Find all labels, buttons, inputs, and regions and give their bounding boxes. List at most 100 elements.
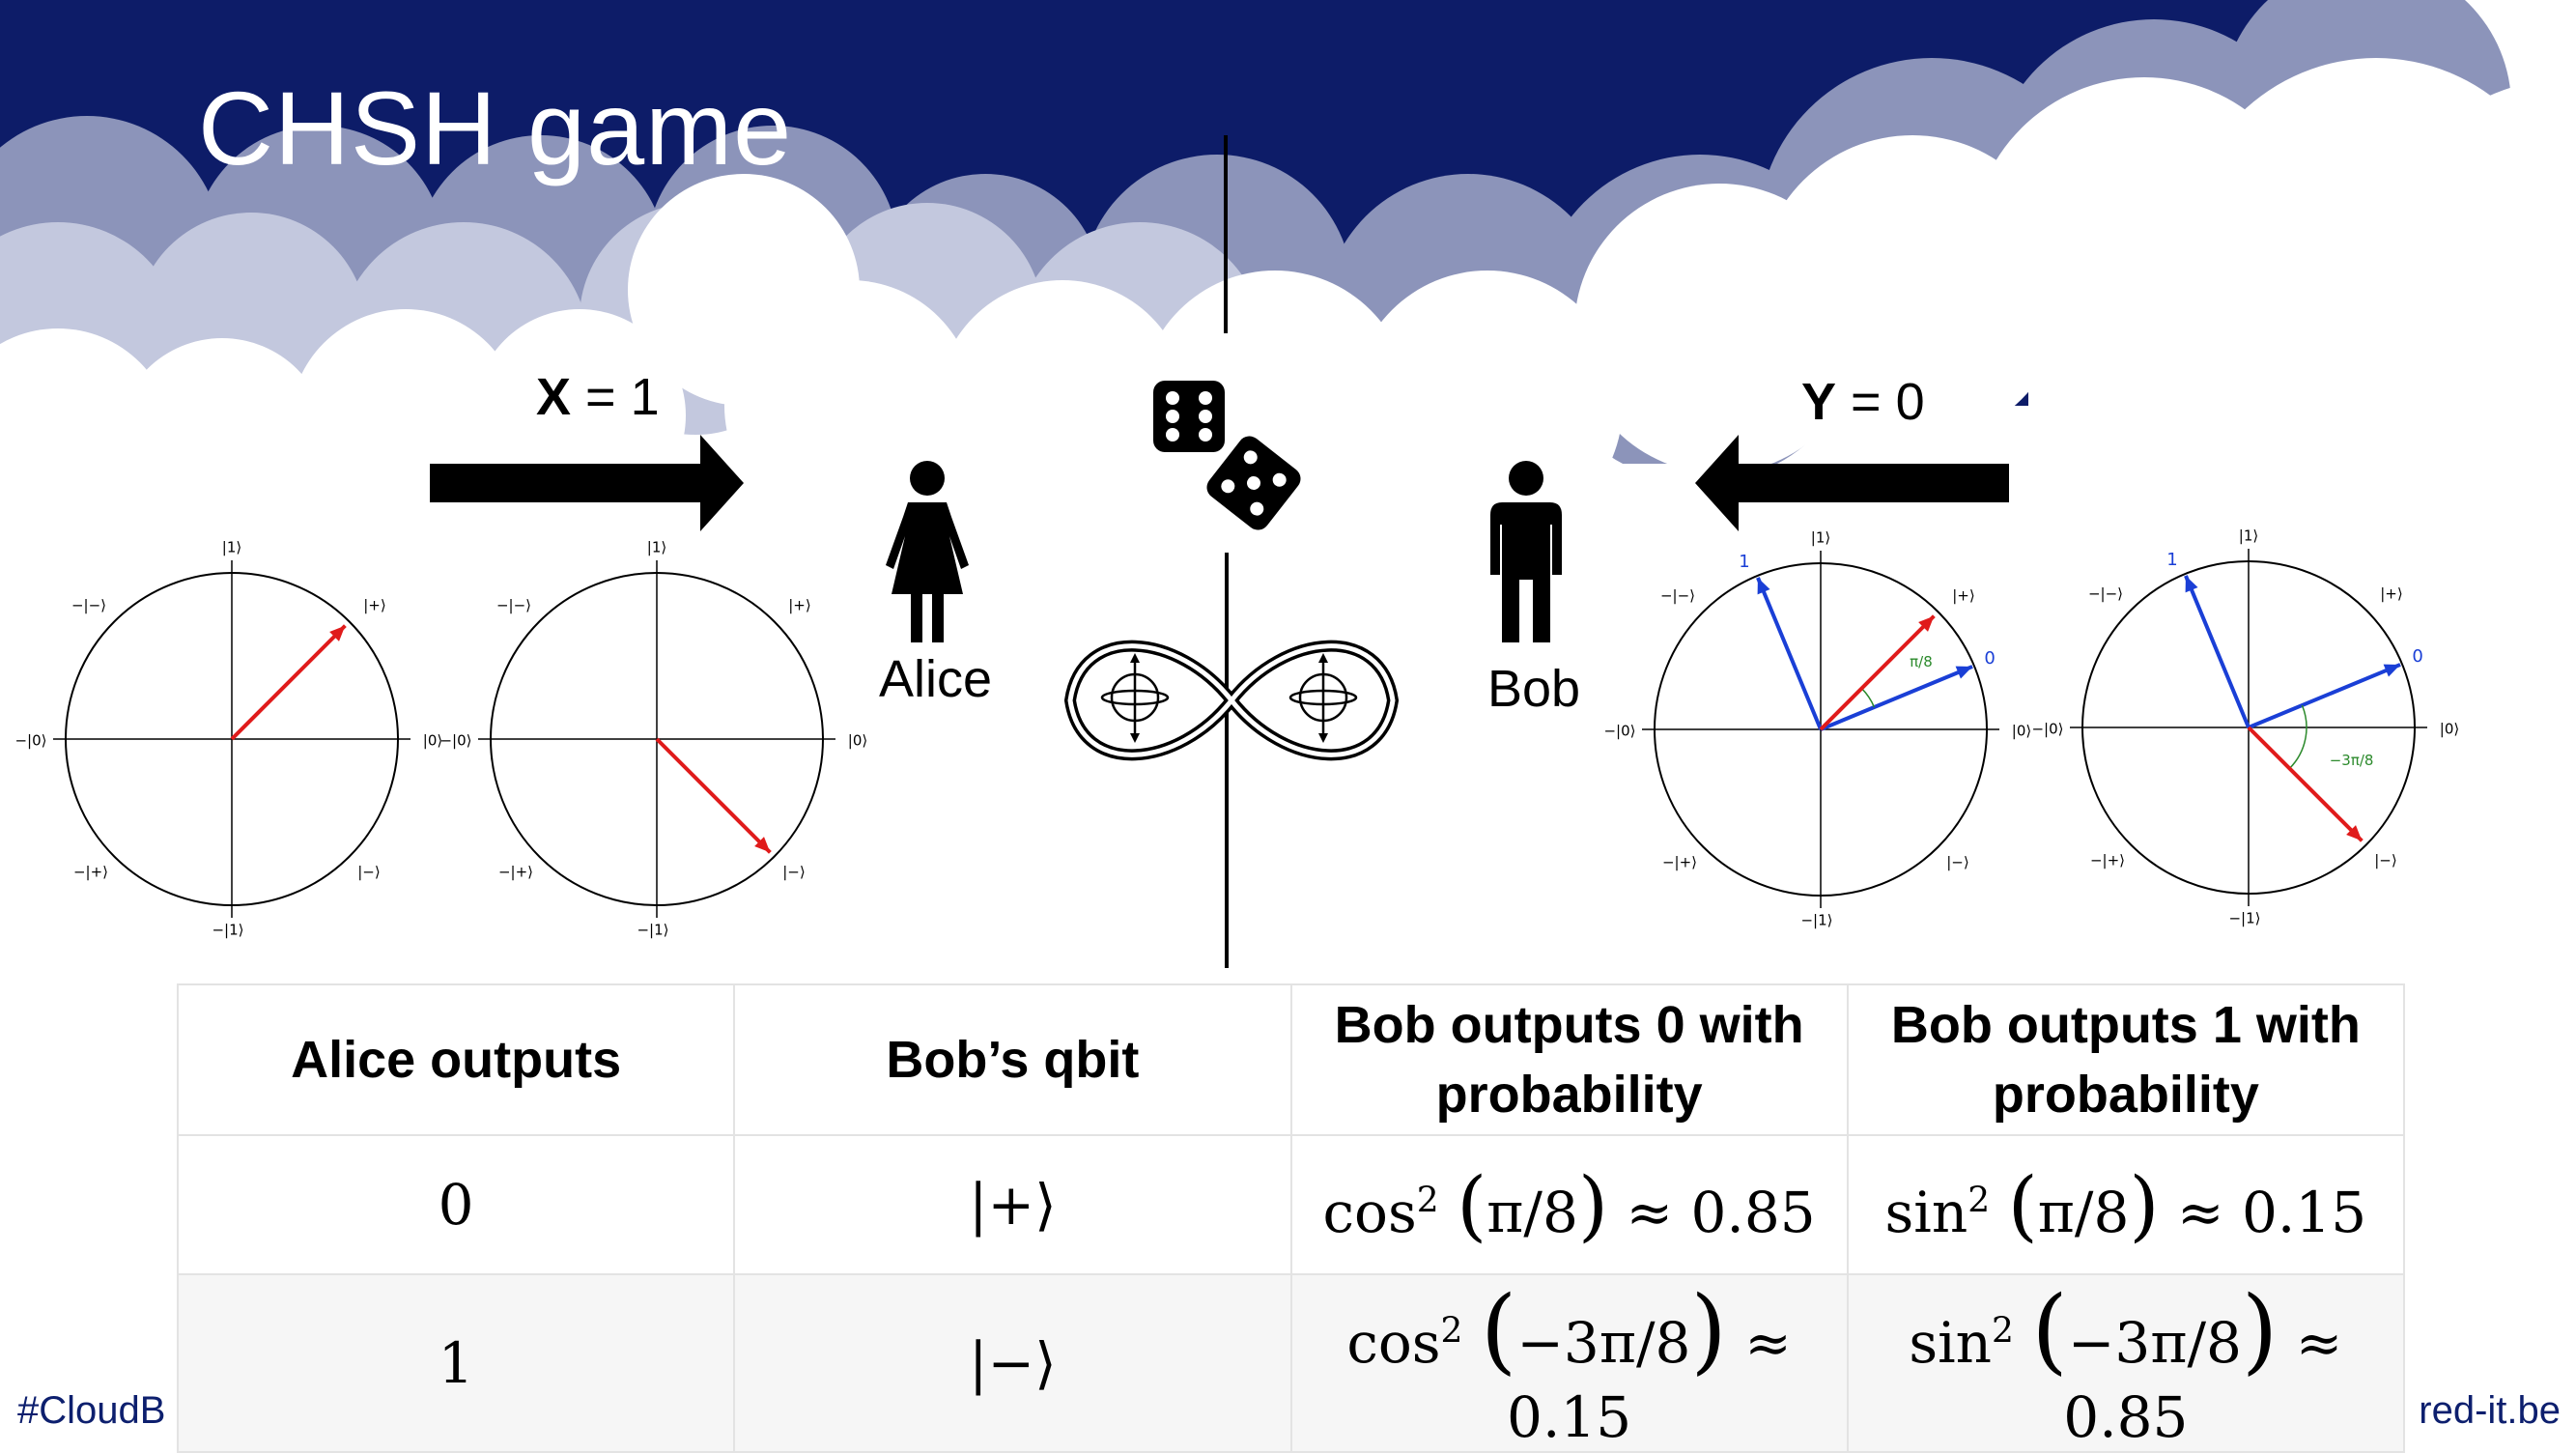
bob-qbit-cell: |+⟩: [733, 1134, 1292, 1275]
prob-arg: π/8: [1486, 1179, 1578, 1245]
prob-0-cell: cos2 (−3π/8) ≈ 0.15: [1289, 1273, 1849, 1453]
paren-open: (: [1480, 1276, 1517, 1384]
angle-label: π/8: [1910, 653, 1933, 670]
basis-0-vector: [1820, 665, 1973, 731]
alice-name: Alice: [879, 650, 993, 708]
label-ket-plus: |+⟩: [1952, 587, 1974, 605]
state-vector: [1819, 614, 1936, 731]
infinity-entangled-qubits-icon: [1063, 640, 1400, 761]
slide-title: CHSH game: [198, 70, 793, 186]
bob-name: Bob: [1487, 660, 1581, 718]
prob-arg: π/8: [2037, 1179, 2130, 1245]
label-minus-ket-1: −|1⟩: [1800, 912, 1832, 929]
label-minus-ket-1: −|1⟩: [2228, 910, 2260, 927]
prob-arg: −3π/8: [1516, 1310, 1691, 1376]
label-ket-plus: |+⟩: [2380, 585, 2402, 603]
state-vector: [2247, 726, 2364, 842]
die-icon: [1206, 436, 1301, 530]
label-minus-ket-plus: −|+⟩: [73, 864, 108, 881]
woman-icon: [886, 461, 969, 642]
alice-output-cell: 1: [176, 1273, 736, 1453]
label-ket-minus: |−⟩: [357, 864, 380, 881]
basis-0-label: 0: [1984, 648, 1995, 669]
header-bob-outputs-0: Bob outputs 0 with probability: [1289, 983, 1849, 1136]
alice-plus-state-diagram: |1⟩ −|1⟩ |0⟩ −|0⟩ |+⟩ −|−⟩ |−⟩ −|+⟩: [14, 539, 442, 939]
label-ket-1: |1⟩: [222, 539, 241, 556]
man-icon: [1490, 461, 1562, 642]
paren-close: ): [1690, 1276, 1727, 1384]
state-vector-head: [1918, 615, 1935, 632]
label-minus-ket-minus: −|−⟩: [496, 597, 531, 614]
alice-input-label: X = 1: [536, 367, 660, 427]
die-icon: [1153, 381, 1225, 452]
bob-qbit-cell: |−⟩: [733, 1273, 1292, 1453]
bob-input-label: Y = 0: [1801, 372, 1925, 432]
state-vector-head: [2346, 825, 2363, 841]
table-row: 1 |−⟩ cos2 (−3π/8) ≈ 0.15 sin2 (−3π/8) ≈…: [176, 1273, 2406, 1453]
label-ket-plus: |+⟩: [788, 597, 810, 614]
basis-1-label: 1: [2166, 550, 2177, 570]
basis-0-vector-head: [1955, 666, 1973, 679]
alice-minus-state-diagram: |1⟩ −|1⟩ |0⟩ −|0⟩ |+⟩ −|−⟩ |−⟩ −|+⟩: [439, 539, 867, 939]
header-alice-outputs: Alice outputs: [176, 983, 736, 1136]
label-minus-ket-plus: −|+⟩: [1662, 854, 1697, 871]
label-ket-minus: |−⟩: [2374, 852, 2396, 869]
label-minus-ket-0: −|0⟩: [1603, 723, 1635, 740]
label-ket-plus: |+⟩: [363, 597, 385, 614]
label-ket-1: |1⟩: [2239, 527, 2258, 545]
paren-close: ): [1577, 1159, 1609, 1250]
basis-1-label: 1: [1739, 552, 1749, 572]
label-minus-ket-minus: −|−⟩: [2088, 585, 2123, 603]
label-ket-0: |0⟩: [2012, 723, 2031, 740]
angle-arc: [2288, 704, 2307, 769]
divider-top: [1224, 135, 1228, 333]
prob-1-cell: sin2 (−3π/8) ≈ 0.85: [1846, 1273, 2406, 1453]
label-minus-ket-1: −|1⟩: [212, 922, 243, 939]
table-header-row: Alice outputs Bob’s qbit Bob outputs 0 w…: [176, 983, 2406, 1136]
basis-0-vector-head: [2383, 664, 2401, 677]
state-vector: [230, 624, 347, 741]
label-ket-1: |1⟩: [647, 539, 666, 556]
probability-table: Alice outputs Bob’s qbit Bob outputs 0 w…: [176, 983, 2406, 1453]
left-arrow-icon: [1695, 435, 2009, 531]
label-minus-ket-minus: −|−⟩: [1660, 587, 1695, 605]
paren-close: ): [2241, 1276, 2279, 1384]
prob-fn: cos: [1346, 1310, 1441, 1376]
label-ket-0: |0⟩: [848, 732, 867, 750]
right-arrow-icon: [430, 435, 744, 531]
basis-0-label: 0: [2412, 646, 2422, 667]
prob-0-cell: cos2 (π/8) ≈ 0.85: [1289, 1134, 1849, 1275]
prob-value: ≈ 0.85: [2063, 1310, 2343, 1450]
header-bob-outputs-1: Bob outputs 1 with probability: [1846, 983, 2406, 1136]
prob-value: ≈ 0.15: [2177, 1179, 2367, 1245]
label-ket-0: |0⟩: [2440, 721, 2459, 738]
divider-bottom: [1225, 553, 1229, 968]
basis-1-vector-head: [1757, 577, 1770, 595]
label-minus-ket-plus: −|+⟩: [498, 864, 533, 881]
label-ket-1: |1⟩: [1811, 529, 1830, 547]
paren-open: (: [2007, 1159, 2038, 1250]
prob-fn: cos: [1322, 1179, 1417, 1245]
paren-close: ): [2129, 1159, 2160, 1250]
prob-arg: −3π/8: [2067, 1310, 2242, 1376]
basis-1-vector: [1756, 577, 1823, 730]
bob-input-var: Y: [1801, 373, 1837, 431]
state-vector-head: [754, 837, 771, 853]
prob-value: ≈ 0.85: [1626, 1179, 1816, 1245]
basis-1-vector-head: [2185, 575, 2198, 593]
state-vector-head: [329, 625, 346, 641]
alice-output-cell: 0: [176, 1134, 736, 1275]
label-ket-minus: |−⟩: [1946, 854, 1968, 871]
label-minus-ket-0: −|0⟩: [2031, 721, 2063, 738]
prob-fn: sin: [1884, 1179, 1968, 1245]
label-minus-ket-plus: −|+⟩: [2090, 852, 2125, 869]
prob-value: ≈ 0.15: [1507, 1310, 1792, 1450]
paren-open: (: [2031, 1276, 2068, 1384]
basis-1-vector: [2184, 575, 2250, 728]
label-minus-ket-minus: −|−⟩: [71, 597, 106, 614]
table-row: 0 |+⟩ cos2 (π/8) ≈ 0.85 sin2 (π/8) ≈ 0.1…: [176, 1134, 2406, 1275]
label-ket-minus: |−⟩: [782, 864, 805, 881]
alice-input-value: = 1: [585, 368, 660, 426]
angle-label: −3π/8: [2330, 752, 2374, 769]
